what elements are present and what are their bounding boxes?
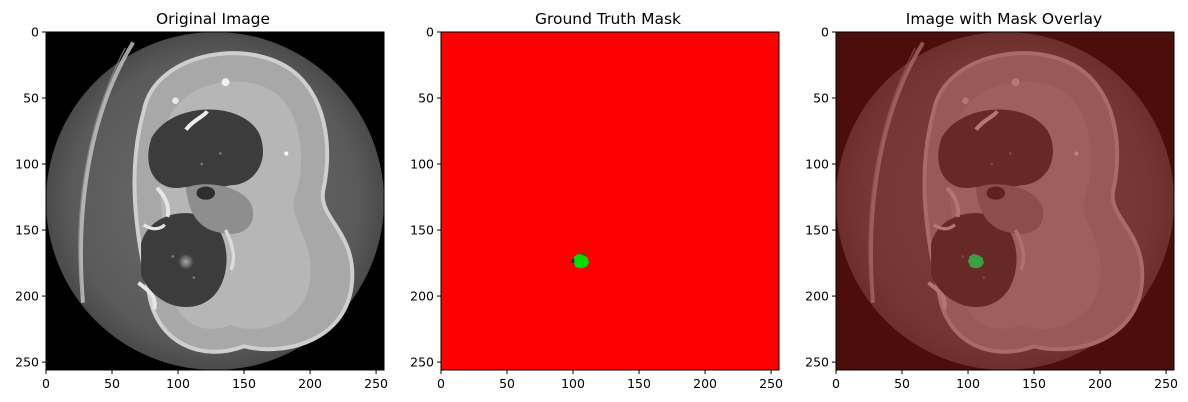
panel-title-overlay: Image with Mask Overlay xyxy=(906,10,1102,28)
x-tick-label: 200 xyxy=(693,376,717,391)
x-tick-label: 50 xyxy=(499,376,515,391)
axes-frame-mask xyxy=(440,31,780,371)
y-tick-label: 250 xyxy=(15,355,39,370)
x-tick-label: 0 xyxy=(42,376,50,391)
ct-image-original xyxy=(44,30,386,372)
mask-background xyxy=(441,32,779,370)
x-tick-label: 50 xyxy=(894,376,910,391)
y-tick-label: 250 xyxy=(410,355,434,370)
y-tick-label: 200 xyxy=(410,289,434,304)
x-tick-label: 200 xyxy=(1088,376,1112,391)
y-tick-label: 150 xyxy=(15,223,39,238)
y-tick-label: 50 xyxy=(23,91,39,106)
y-tick-label: 250 xyxy=(805,355,829,370)
x-tick-label: 100 xyxy=(561,376,585,391)
axes-frame-overlay xyxy=(835,31,1175,371)
y-tick-label: 0 xyxy=(426,25,434,40)
x-tick-label: 0 xyxy=(832,376,840,391)
y-tick-label: 200 xyxy=(805,289,829,304)
x-tick-label: 250 xyxy=(364,376,388,391)
x-tick-label: 0 xyxy=(437,376,445,391)
y-tick-label: 100 xyxy=(15,157,39,172)
panel-mask: Ground Truth Mask 0 50 100 150 200 250 0 50 100… xyxy=(410,10,783,391)
y-tick-label: 100 xyxy=(410,157,434,172)
x-tick-label: 200 xyxy=(298,376,322,391)
panel-original: Original Image 0 50 100 150 200 250 0 50 100 150… xyxy=(15,10,388,391)
x-tick-label: 150 xyxy=(232,376,256,391)
y-tick-label: 50 xyxy=(813,91,829,106)
x-tick-label: 250 xyxy=(1154,376,1178,391)
panel-overlay: Image with Mask Overlay 0 50 100 150 200 250 … xyxy=(805,10,1178,391)
x-tick-label: 100 xyxy=(956,376,980,391)
mask-lesion xyxy=(571,252,589,269)
panel-title-original: Original Image xyxy=(156,10,270,28)
y-tick-label: 100 xyxy=(805,157,829,172)
y-tick-label: 150 xyxy=(805,223,829,238)
y-tick-label: 0 xyxy=(31,25,39,40)
panel-title-mask: Ground Truth Mask xyxy=(535,10,681,28)
x-tick-label: 100 xyxy=(166,376,190,391)
y-tick-label: 200 xyxy=(15,289,39,304)
x-tick-label: 250 xyxy=(759,376,783,391)
y-tick-label: 0 xyxy=(821,25,829,40)
x-tick-label: 150 xyxy=(627,376,651,391)
ct-image-overlay xyxy=(834,30,1176,372)
x-tick-label: 150 xyxy=(1022,376,1046,391)
y-tick-label: 150 xyxy=(410,223,434,238)
x-tick-label: 50 xyxy=(104,376,120,391)
y-tick-label: 50 xyxy=(418,91,434,106)
axes-frame-original xyxy=(45,31,385,371)
